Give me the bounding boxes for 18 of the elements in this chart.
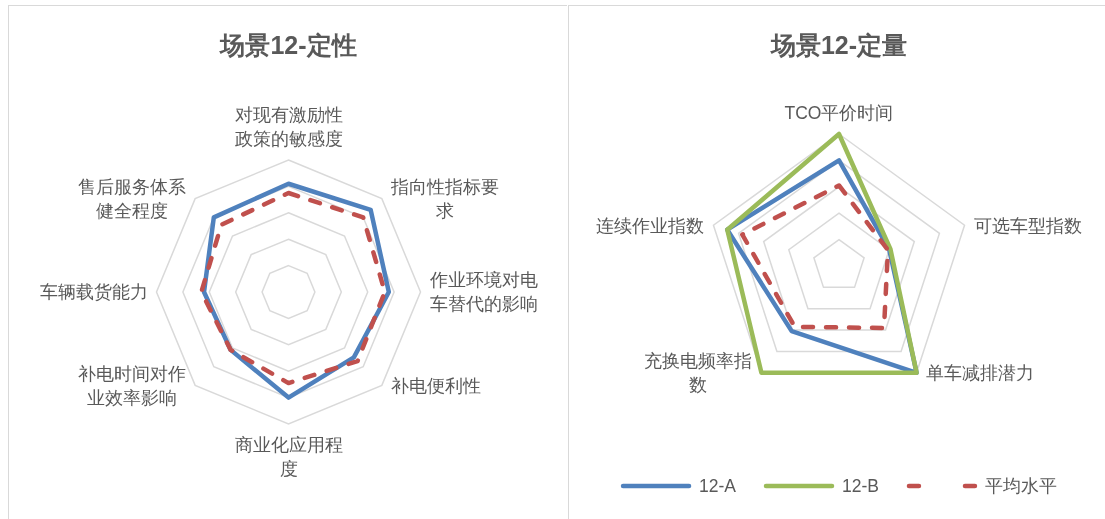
category-label: 商业化应用程度 xyxy=(234,435,343,480)
category-label: 指向性指标要求 xyxy=(390,176,499,221)
category-label: 作业环境对电车替代的影响 xyxy=(429,270,538,315)
legend-label: 平均水平 xyxy=(984,476,1057,497)
category-label: 对现有激励性政策的敏感度 xyxy=(234,105,343,150)
title: 场景12-定性 xyxy=(220,31,357,59)
legend-label: 12-B xyxy=(842,476,879,497)
category-label: 售后服务体系健全程度 xyxy=(78,176,187,221)
category-label: 充换电频率指数 xyxy=(644,351,753,396)
category-label: 可选车型指数 xyxy=(973,215,1082,236)
category-label: 车辆载货能力 xyxy=(39,282,148,303)
category-label: TCO平价时间 xyxy=(784,103,894,124)
category-label: 单车减排潜力 xyxy=(925,363,1034,384)
category-label: 补电便利性 xyxy=(390,375,481,396)
title: 场景12-定量 xyxy=(770,31,908,59)
category-label: 连续作业指数 xyxy=(596,215,705,236)
legend-label: 12-A xyxy=(699,476,736,497)
category-label: 补电时间对作业效率影响 xyxy=(78,363,187,408)
